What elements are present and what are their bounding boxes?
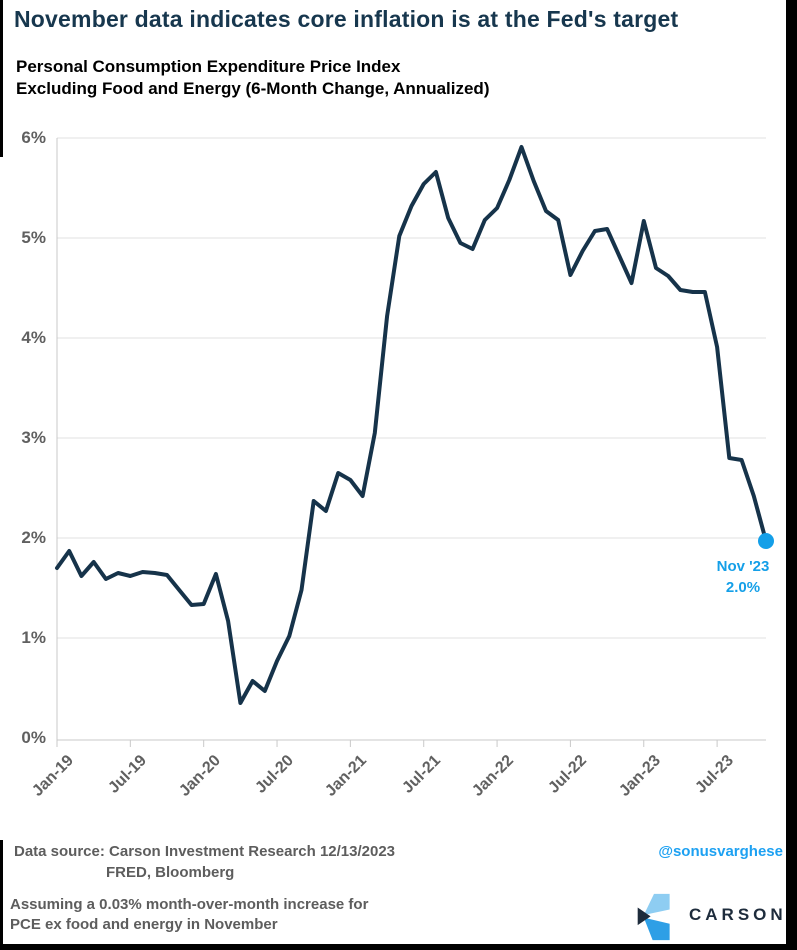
carson-logo-icon <box>637 893 670 941</box>
y-tick-label: 6% <box>21 128 46 147</box>
end-point-marker <box>758 533 774 549</box>
image-edge-right <box>786 0 797 950</box>
end-point-date: Nov '23 <box>716 558 770 575</box>
twitter-handle[interactable]: @sonusvarghese <box>658 843 783 860</box>
y-tick-label: 0% <box>21 728 46 747</box>
y-tick-label: 2% <box>21 528 46 547</box>
y-tick-label: 5% <box>21 228 46 247</box>
carson-logo: CARSON <box>637 893 787 941</box>
image-edge-bottom <box>0 944 797 950</box>
chart-subtitle: Personal Consumption Expenditure Price I… <box>16 56 716 100</box>
chart-subtitle-line2: Excluding Food and Energy (6-Month Chang… <box>16 79 490 98</box>
image-edge-left-top <box>0 0 3 157</box>
end-point-value: 2.0% <box>725 579 761 596</box>
y-tick-label: 4% <box>21 328 46 347</box>
assumption-note-line2: PCE ex food and energy in November <box>10 916 278 933</box>
y-tick-label: 1% <box>21 628 46 647</box>
data-source-line1: Data source: Carson Investment Research … <box>14 843 396 860</box>
data-line <box>55 145 768 705</box>
end-point-annotation: Nov '23 2.0% <box>703 556 783 598</box>
image-edge-left-bottom <box>0 840 3 950</box>
y-tick-label: 3% <box>21 428 46 447</box>
page-title: November data indicates core inflation i… <box>14 6 679 32</box>
assumption-note-line1: Assuming a 0.03% month-over-month increa… <box>10 896 369 913</box>
data-source-line2: FRED, Bloomberg <box>106 864 235 881</box>
carson-wordmark: CARSON <box>689 905 787 924</box>
chart-subtitle-line1: Personal Consumption Expenditure Price I… <box>16 57 401 76</box>
